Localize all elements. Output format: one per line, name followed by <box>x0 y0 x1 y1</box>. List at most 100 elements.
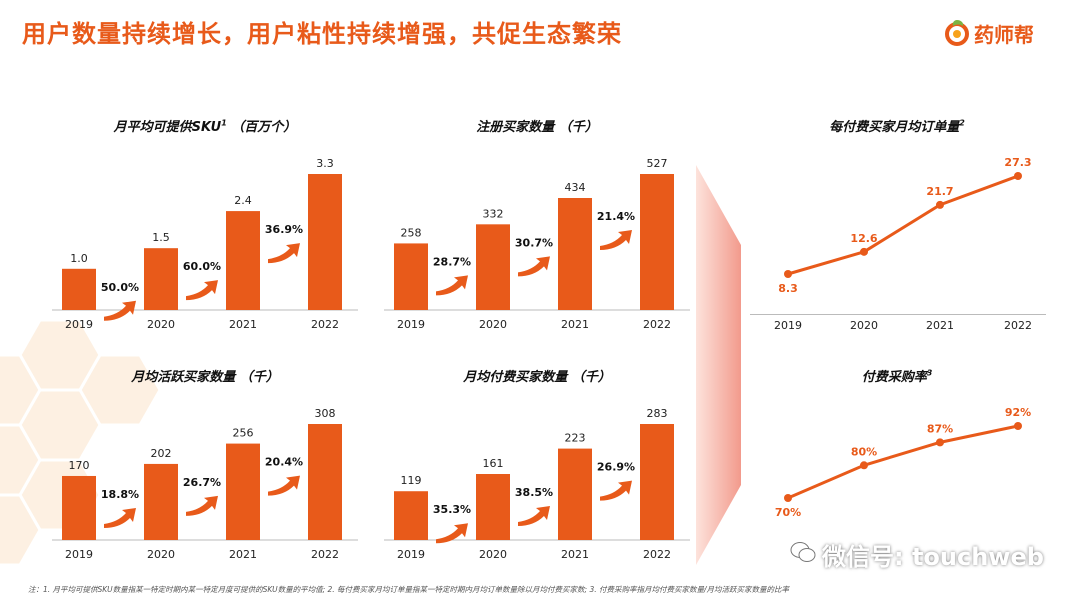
data-value-label: 12.6 <box>850 232 877 245</box>
bar-value-label: 256 <box>233 427 254 440</box>
chart-title-unit: （千） <box>235 370 279 385</box>
bar-chart-svg: 258 2019 332 2020 434 2021 527 2022 28.7% 30.7% 21… <box>384 157 690 331</box>
x-tick-label: 2020 <box>479 318 507 331</box>
x-tick-label: 2020 <box>479 548 507 561</box>
growth-rate-label: 26.9% <box>597 461 635 474</box>
watermark-text: 微信号: touchweb <box>822 543 1044 571</box>
chart-paid-conversion-rate: 付费采购率3 70% 80% 87% 92% <box>748 366 1046 566</box>
bar-2019 <box>394 243 428 310</box>
data-value-label: 27.3 <box>1004 156 1031 169</box>
growth-arrow-icon <box>104 300 136 321</box>
bar-value-label: 3.3 <box>316 157 334 170</box>
bar-chart-svg: 170 2019 202 2020 256 2021 308 2022 18.8% 26.7% 20… <box>52 407 358 561</box>
chart-title-unit: （百万个） <box>226 120 297 135</box>
bar-2020 <box>476 474 510 540</box>
chart-sku: 月平均可提供SKU1 （百万个） 1.0 2019 1.5 2020 2.4 2021 3.3… <box>40 116 370 336</box>
data-value-label: 87% <box>927 422 953 435</box>
chart-monthly-orders-per-buyer: 每付费买家月均订单量2 8.3 12.6 21.7 27.3 2019 2020 2021 20… <box>748 116 1046 336</box>
chart-title: 每付费买家月均订单量2 <box>748 116 1046 135</box>
x-tick-label: 2022 <box>311 318 339 331</box>
chart-title: 月均活跃买家数量 （千） <box>40 366 370 385</box>
x-tick-label: 2020 <box>147 318 175 331</box>
growth-rate-label: 35.3% <box>433 503 471 516</box>
chart-active-buyers: 月均活跃买家数量 （千） 170 2019 202 2020 256 2021 308 2022… <box>40 366 370 566</box>
data-point-2022 <box>1014 172 1022 180</box>
chart-title-footnote-marker: 1 <box>221 118 227 128</box>
x-tick-label: 2019 <box>65 318 93 331</box>
chart-title-text: 付费采购率 <box>861 370 927 385</box>
bar-2019 <box>62 268 96 310</box>
bar-2021 <box>558 448 592 540</box>
bar-value-label: 332 <box>483 207 504 220</box>
logo-text: 药师帮 <box>974 22 1034 47</box>
bar-value-label: 161 <box>483 457 504 470</box>
chart-title-text: 月均活跃买家数量 <box>131 370 236 385</box>
growth-rate-label: 30.7% <box>515 236 553 249</box>
bar-value-label: 308 <box>315 407 336 420</box>
chart-title: 注册买家数量 （千） <box>372 116 702 135</box>
bar-value-label: 1.5 <box>152 231 170 244</box>
bar-2019 <box>62 475 96 540</box>
logo-icon <box>945 20 969 46</box>
x-tick-label: 2022 <box>1004 319 1032 332</box>
x-tick-label: 2021 <box>561 318 589 331</box>
brand-logo: 药师帮 <box>944 18 1034 48</box>
x-tick-label: 2020 <box>850 319 878 332</box>
data-point-2020 <box>860 247 868 256</box>
bar-2021 <box>226 443 260 540</box>
x-tick-label: 2021 <box>229 548 257 561</box>
bar-value-label: 2.4 <box>234 194 252 207</box>
data-point-2019 <box>784 494 792 502</box>
x-tick-label: 2022 <box>643 548 671 561</box>
x-tick-label: 2022 <box>643 318 671 331</box>
growth-rate-label: 50.0% <box>101 281 139 294</box>
chart-title-text: 每付费买家月均订单量 <box>829 120 960 135</box>
growth-rate-label: 28.7% <box>433 255 471 268</box>
line-chart-svg: 8.3 12.6 21.7 27.3 2019 2020 2021 2022 <box>774 156 1032 332</box>
bar-2020 <box>144 248 178 310</box>
growth-arrow-icon <box>600 480 632 501</box>
chart-title-text: 注册买家数量 <box>476 120 555 135</box>
bar-value-label: 170 <box>69 459 90 472</box>
growth-arrow-icon <box>104 507 136 528</box>
data-value-label: 80% <box>851 445 877 458</box>
line-chart-svg: 70% 80% 87% 92% <box>775 406 1031 519</box>
x-tick-label: 2022 <box>311 548 339 561</box>
x-tick-label: 2019 <box>397 548 425 561</box>
bar-value-label: 119 <box>401 474 422 487</box>
wechat-icon <box>790 541 816 569</box>
chart-paying-buyers: 月均付费买家数量 （千） 119 2019 161 2020 223 2021 283 2022… <box>372 366 702 566</box>
growth-arrow-icon <box>186 495 218 516</box>
chart-title-text: 月平均可提供SKU <box>113 120 222 135</box>
bar-2022 <box>640 174 674 310</box>
bar-chart-svg: 1.0 2019 1.5 2020 2.4 2021 3.3 2022 50.0% 60.0% 36… <box>52 157 358 331</box>
series-line <box>787 174 1019 276</box>
bar-2022 <box>640 424 674 540</box>
bar-2019 <box>394 491 428 540</box>
chart-title-unit: （千） <box>554 120 598 135</box>
footnote: 注：1. 月平均可提供SKU数量指某一特定时期内某一特定月度可提供的SKU数量的… <box>28 585 790 594</box>
data-value-label: 8.3 <box>778 282 798 295</box>
x-tick-label: 2020 <box>147 548 175 561</box>
chart-title-footnote-marker: 3 <box>926 368 933 378</box>
bar-value-label: 434 <box>565 181 586 194</box>
growth-arrow-icon <box>186 280 218 301</box>
x-tick-label: 2019 <box>397 318 425 331</box>
chart-title-unit: （千） <box>567 370 611 385</box>
bar-value-label: 223 <box>565 432 586 445</box>
series-line <box>787 424 1019 500</box>
x-tick-label: 2019 <box>65 548 93 561</box>
bar-chart-svg: 119 2019 161 2020 223 2021 283 2022 35.3% 38.5% 26… <box>384 407 690 561</box>
data-point-2020 <box>860 461 868 470</box>
bar-2021 <box>558 198 592 310</box>
growth-arrow-icon <box>436 523 468 544</box>
growth-arrow-icon <box>600 230 632 250</box>
bar-value-label: 283 <box>647 407 668 420</box>
x-tick-label: 2021 <box>229 318 257 331</box>
page-title: 用户数量持续增长，用户粘性持续增强，共促生态繁荣 <box>22 20 622 48</box>
growth-rate-label: 60.0% <box>183 260 221 273</box>
bar-2020 <box>476 224 510 310</box>
growth-arrow-icon <box>518 506 550 527</box>
data-point-2022 <box>1014 422 1022 430</box>
growth-rate-label: 26.7% <box>183 476 221 489</box>
